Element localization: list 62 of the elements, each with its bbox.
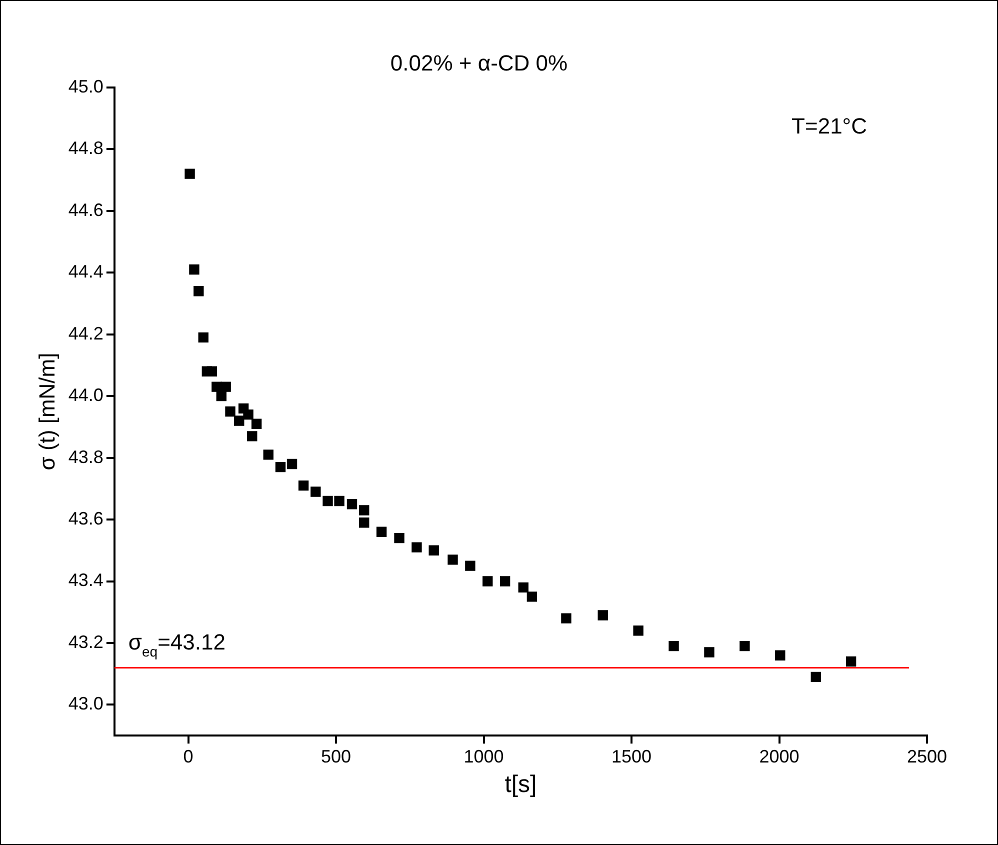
y-tick-label: 43.0 [68,694,104,714]
annotation: T=21°C [792,113,868,138]
point [275,462,286,472]
y-tick-label: 44.4 [68,262,104,282]
point [704,647,714,658]
point [310,486,321,497]
point [189,264,200,275]
point [810,672,821,682]
point [448,554,458,565]
y-tick-label: 43.8 [68,446,104,467]
x-tick-label: 2500 [906,746,948,766]
point [216,390,226,402]
point [500,576,510,586]
point [322,496,333,506]
y-tick-label: 43.4 [68,570,104,590]
chart-title: 0.02% + α-CD 0% [390,50,568,76]
x-tick-label: 1500 [612,746,652,766]
point [247,431,258,442]
x-tick-label: 2000 [759,746,800,766]
point [198,332,208,343]
x-tick-label: 500 [321,746,352,766]
point [740,640,750,652]
point [775,650,786,660]
x-axis-title: t[s] [504,771,537,798]
point [194,286,204,296]
point [346,499,358,510]
point [234,416,244,426]
point [561,613,572,624]
point [668,640,679,652]
point [359,518,370,528]
y-tick-label: 43.6 [68,508,104,528]
point [394,532,404,544]
y-tick-label: 44.2 [68,323,104,344]
point [465,560,476,571]
point [428,545,439,556]
point [846,656,856,667]
y-tick-label: 44.6 [68,200,104,220]
y-axis-title: σ (t) [mN/m] [34,352,60,470]
point [243,409,254,420]
y-tick-label: 43.2 [68,632,104,652]
point [251,418,262,429]
x-tick-label: 1000 [464,746,504,766]
point [184,168,195,179]
point [482,576,493,586]
point [286,458,298,470]
point [526,592,538,602]
y-tick-label: 44.0 [68,385,104,406]
point [412,542,422,552]
point [633,626,644,636]
point [518,582,528,593]
x-tick-label: 0 [183,746,194,766]
point [225,406,236,417]
point [334,496,344,506]
point [220,382,231,392]
point [206,366,218,376]
point [598,610,608,620]
point [376,526,387,537]
point [298,480,309,491]
point [359,505,370,516]
y-tick-label: 44.8 [68,138,104,158]
point [263,450,274,460]
y-tick-label: 45.0 [68,76,104,96]
